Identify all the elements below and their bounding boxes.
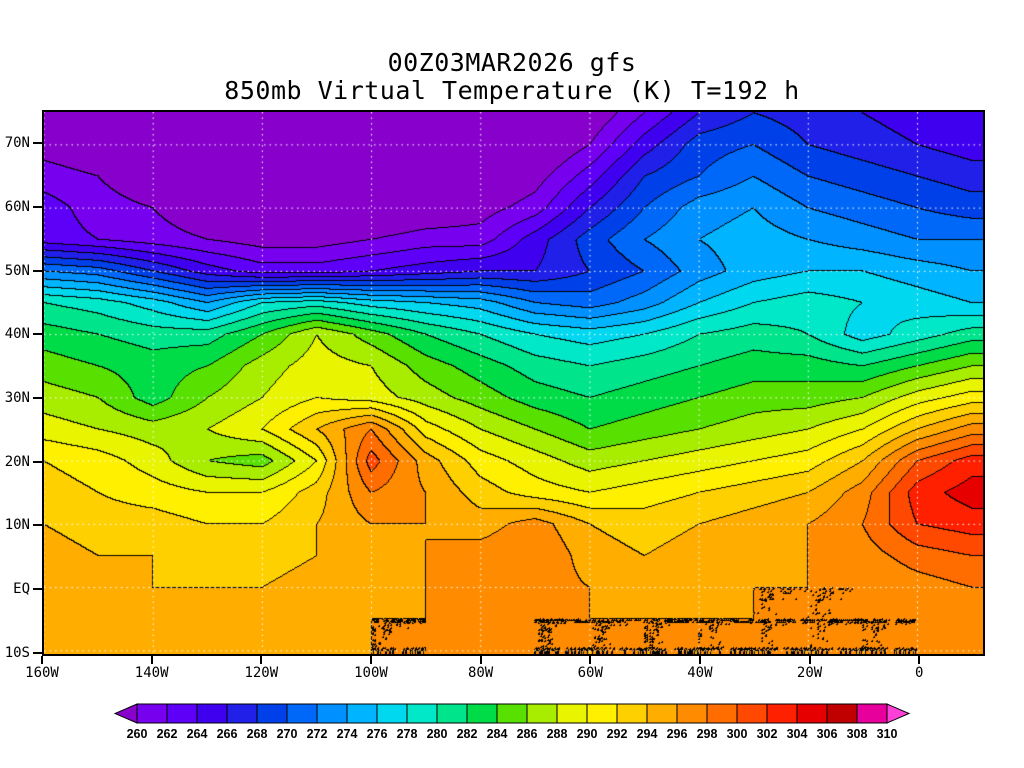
y-axis-tickmark xyxy=(33,651,42,654)
colorbar-tick-label: 284 xyxy=(487,727,508,741)
y-axis-tick-label: 70N xyxy=(4,135,30,152)
x-axis-tick-label: 120W xyxy=(244,665,279,681)
colorbar-arrow-above xyxy=(886,703,911,724)
y-axis-tickmark xyxy=(33,142,42,145)
x-axis-tickmark xyxy=(808,656,811,664)
colorbar-segment xyxy=(346,703,378,724)
colorbar-tick-label: 294 xyxy=(637,727,658,741)
colorbar-segment xyxy=(436,703,468,724)
colorbar-tick-label: 302 xyxy=(757,727,778,741)
y-axis-tickmark xyxy=(33,269,42,272)
colorbar-segment xyxy=(826,703,858,724)
colorbar-segment xyxy=(376,703,408,724)
colorbar-tick-label: 300 xyxy=(727,727,748,741)
x-axis-tick-label: 60W xyxy=(577,665,603,681)
colorbar-segment xyxy=(256,703,288,724)
colorbar-segment xyxy=(316,703,348,724)
colorbar-tick-label: 306 xyxy=(817,727,838,741)
colorbar-tick-label: 304 xyxy=(787,727,808,741)
colorbar-segment xyxy=(736,703,768,724)
colorbar-segment xyxy=(166,703,198,724)
y-axis-tick-label: EQ xyxy=(13,581,30,598)
x-axis-tickmark xyxy=(698,656,701,664)
x-axis-tick-label: 140W xyxy=(134,665,169,681)
temperature-field-canvas xyxy=(44,112,983,654)
x-axis-tickmark xyxy=(918,656,921,664)
colorbar-segment xyxy=(196,703,228,724)
colorbar-tick-label: 276 xyxy=(367,727,388,741)
x-axis-tick-label: 0 xyxy=(914,665,924,681)
y-axis-tick-label: 40N xyxy=(4,326,30,343)
y-axis-tick-label: 10N xyxy=(4,517,30,534)
colorbar-tick-label: 290 xyxy=(577,727,598,741)
x-axis-tick-label: 20W xyxy=(796,665,823,681)
colorbar-tick-label: 260 xyxy=(127,727,148,741)
y-axis-tickmark xyxy=(33,333,42,336)
colorbar-segment xyxy=(496,703,528,724)
y-axis-tickmark xyxy=(33,460,42,463)
colorbar-tick-label: 262 xyxy=(157,727,178,741)
chart-title-variable: 850mb Virtual Temperature (K) T=192 h xyxy=(224,76,800,105)
y-axis-tickmark xyxy=(33,205,42,208)
y-axis-tick-label: 20N xyxy=(4,453,30,470)
colorbar-segment xyxy=(766,703,798,724)
colorbar-tick-label: 292 xyxy=(607,727,628,741)
colorbar-tick-label: 310 xyxy=(877,727,898,741)
colorbar-segment xyxy=(556,703,588,724)
colorbar-segment xyxy=(526,703,558,724)
colorbar-tick-label: 296 xyxy=(667,727,688,741)
map-plot-frame xyxy=(42,110,985,656)
colorbar-tick-label: 286 xyxy=(517,727,538,741)
colorbar-tick-label: 308 xyxy=(847,727,868,741)
x-axis-tickmark xyxy=(150,656,153,664)
x-axis-tickmark xyxy=(41,656,43,664)
x-axis-tickmark xyxy=(589,656,592,664)
colorbar-segment xyxy=(406,703,438,724)
colorbar-tick-label: 288 xyxy=(547,727,568,741)
colorbar-arrow-below xyxy=(113,703,138,724)
x-axis-tickmark xyxy=(479,656,482,664)
colorbar-tick-label: 264 xyxy=(187,727,208,741)
y-axis-tick-label: 50N xyxy=(4,262,30,279)
y-axis-tickmark xyxy=(33,524,42,527)
chart-title-run: 00Z03MAR2026 gfs xyxy=(387,48,637,77)
colorbar-tick-label: 268 xyxy=(247,727,268,741)
y-axis-tick-label: 30N xyxy=(4,389,30,406)
colorbar-tick-label: 266 xyxy=(217,727,238,741)
colorbar-segment xyxy=(706,703,738,724)
y-axis-tickmark xyxy=(33,588,42,591)
colorbar-segment xyxy=(226,703,258,724)
colorbar-segment xyxy=(586,703,618,724)
colorbar-tick-label: 274 xyxy=(337,727,358,741)
colorbar-svg: 260 262 264 266 268 270 272 274 276 278 280 282 284 2… xyxy=(113,703,911,741)
colorbar-tick-label: 280 xyxy=(427,727,448,741)
colorbar-segment xyxy=(286,703,318,724)
colorbar-tick-label: 298 xyxy=(697,727,718,741)
colorbar-segment xyxy=(646,703,678,724)
colorbar-segment xyxy=(676,703,708,724)
colorbar-tick-label: 278 xyxy=(397,727,418,741)
colorbar-segment xyxy=(466,703,498,724)
x-axis-tick-label: 40W xyxy=(687,665,713,681)
x-axis-tickmark xyxy=(369,656,372,664)
y-axis-tick-label: 10S xyxy=(4,644,30,661)
colorbar-segment xyxy=(796,703,828,724)
colorbar: 260 262 264 266 268 270 272 274 276 278 280 282 284 2… xyxy=(0,702,1024,748)
x-axis-tickmark xyxy=(260,656,263,664)
colorbar-tick-label: 282 xyxy=(457,727,478,741)
colorbar-segment xyxy=(616,703,648,724)
colorbar-tick-label: 270 xyxy=(277,727,298,741)
x-axis-tick-label: 80W xyxy=(467,665,494,681)
colorbar-tick-label: 272 xyxy=(307,727,328,741)
y-axis-tick-label: 60N xyxy=(4,198,30,215)
colorbar-segment xyxy=(136,703,168,724)
x-axis-tick-label: 100W xyxy=(354,665,388,681)
x-axis-tick-label: 160W xyxy=(25,665,59,681)
y-axis-tickmark xyxy=(33,396,42,399)
colorbar-segment xyxy=(856,703,888,724)
